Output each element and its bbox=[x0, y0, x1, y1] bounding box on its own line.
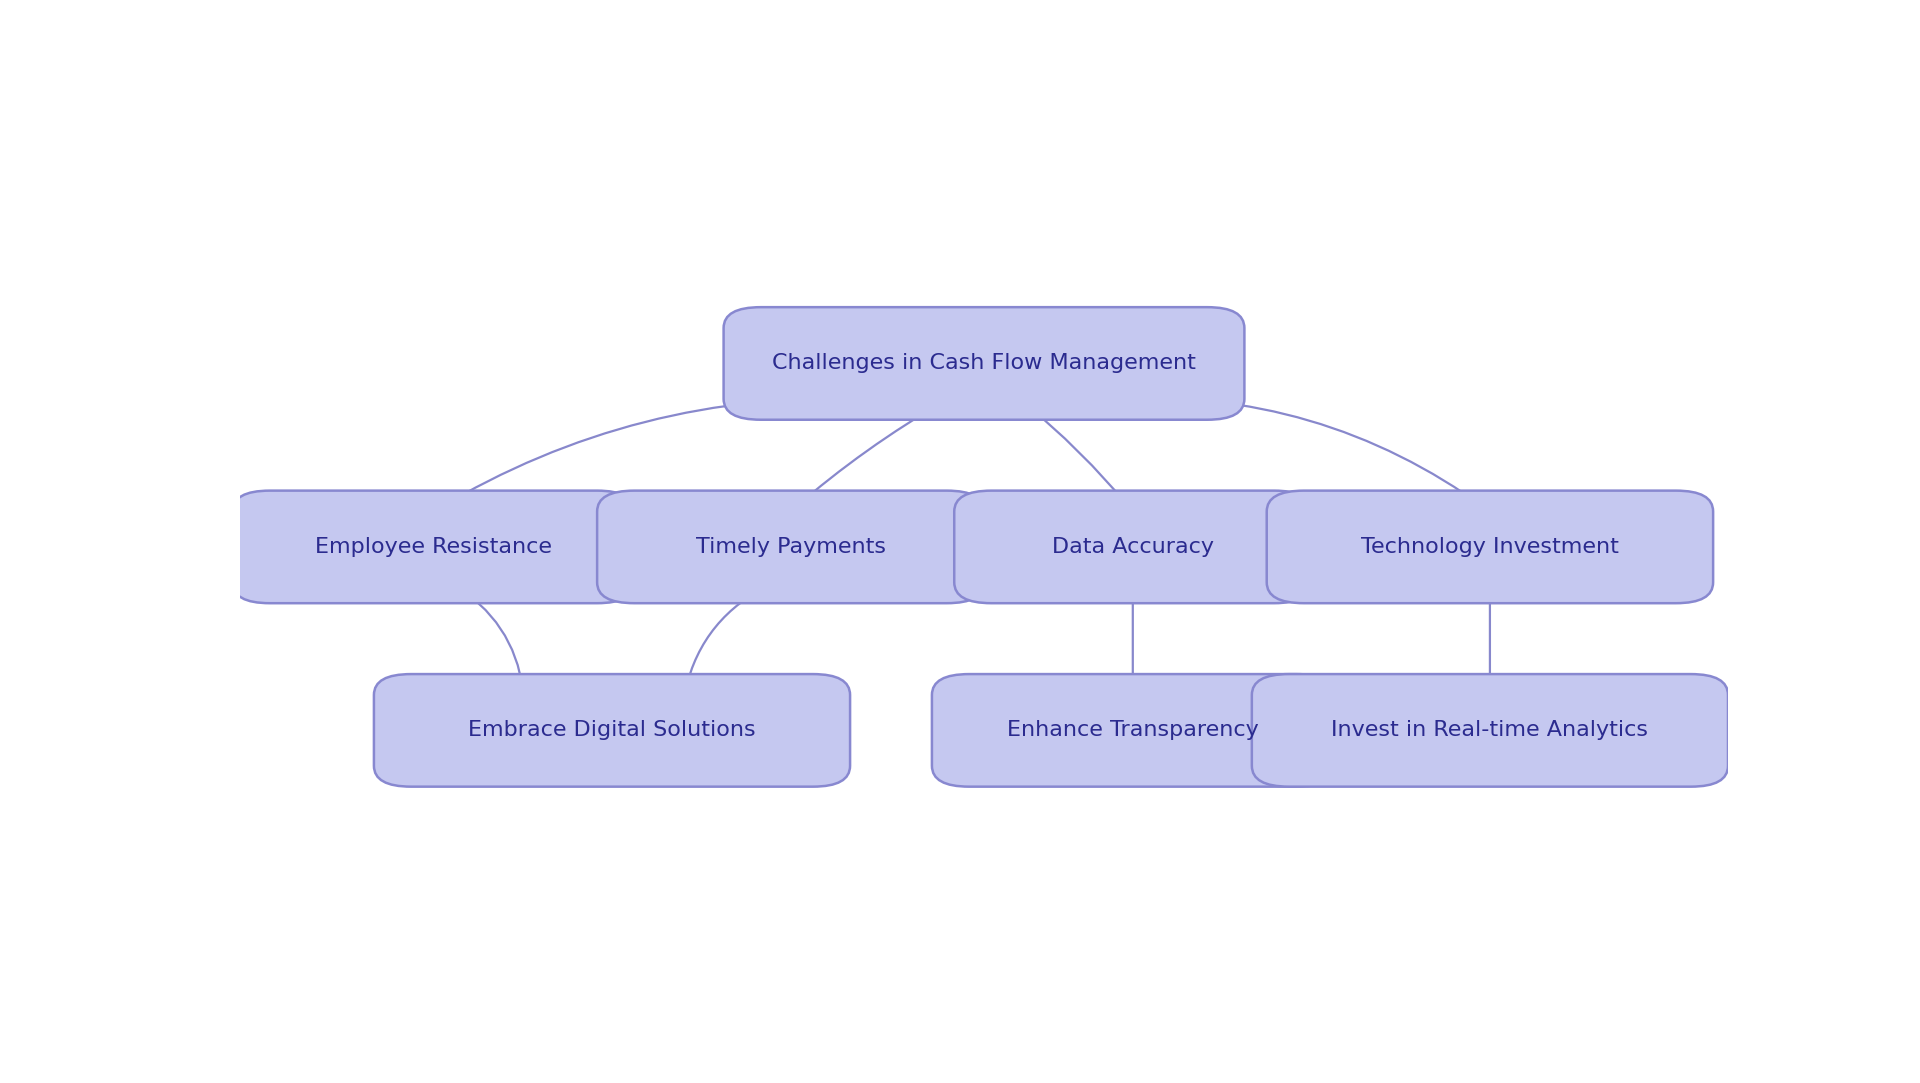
FancyBboxPatch shape bbox=[597, 491, 983, 603]
FancyBboxPatch shape bbox=[1252, 674, 1728, 786]
Text: Data Accuracy: Data Accuracy bbox=[1052, 537, 1213, 557]
FancyBboxPatch shape bbox=[724, 308, 1244, 420]
Text: Employee Resistance: Employee Resistance bbox=[315, 537, 551, 557]
FancyBboxPatch shape bbox=[374, 674, 851, 786]
Text: Embrace Digital Solutions: Embrace Digital Solutions bbox=[468, 720, 756, 741]
Text: Enhance Transparency: Enhance Transparency bbox=[1006, 720, 1260, 741]
Text: Technology Investment: Technology Investment bbox=[1361, 537, 1619, 557]
Text: Timely Payments: Timely Payments bbox=[695, 537, 885, 557]
FancyBboxPatch shape bbox=[954, 491, 1311, 603]
Text: Challenges in Cash Flow Management: Challenges in Cash Flow Management bbox=[772, 353, 1196, 374]
FancyBboxPatch shape bbox=[931, 674, 1334, 786]
Text: Invest in Real-time Analytics: Invest in Real-time Analytics bbox=[1331, 720, 1649, 741]
FancyBboxPatch shape bbox=[1267, 491, 1713, 603]
FancyBboxPatch shape bbox=[232, 491, 634, 603]
